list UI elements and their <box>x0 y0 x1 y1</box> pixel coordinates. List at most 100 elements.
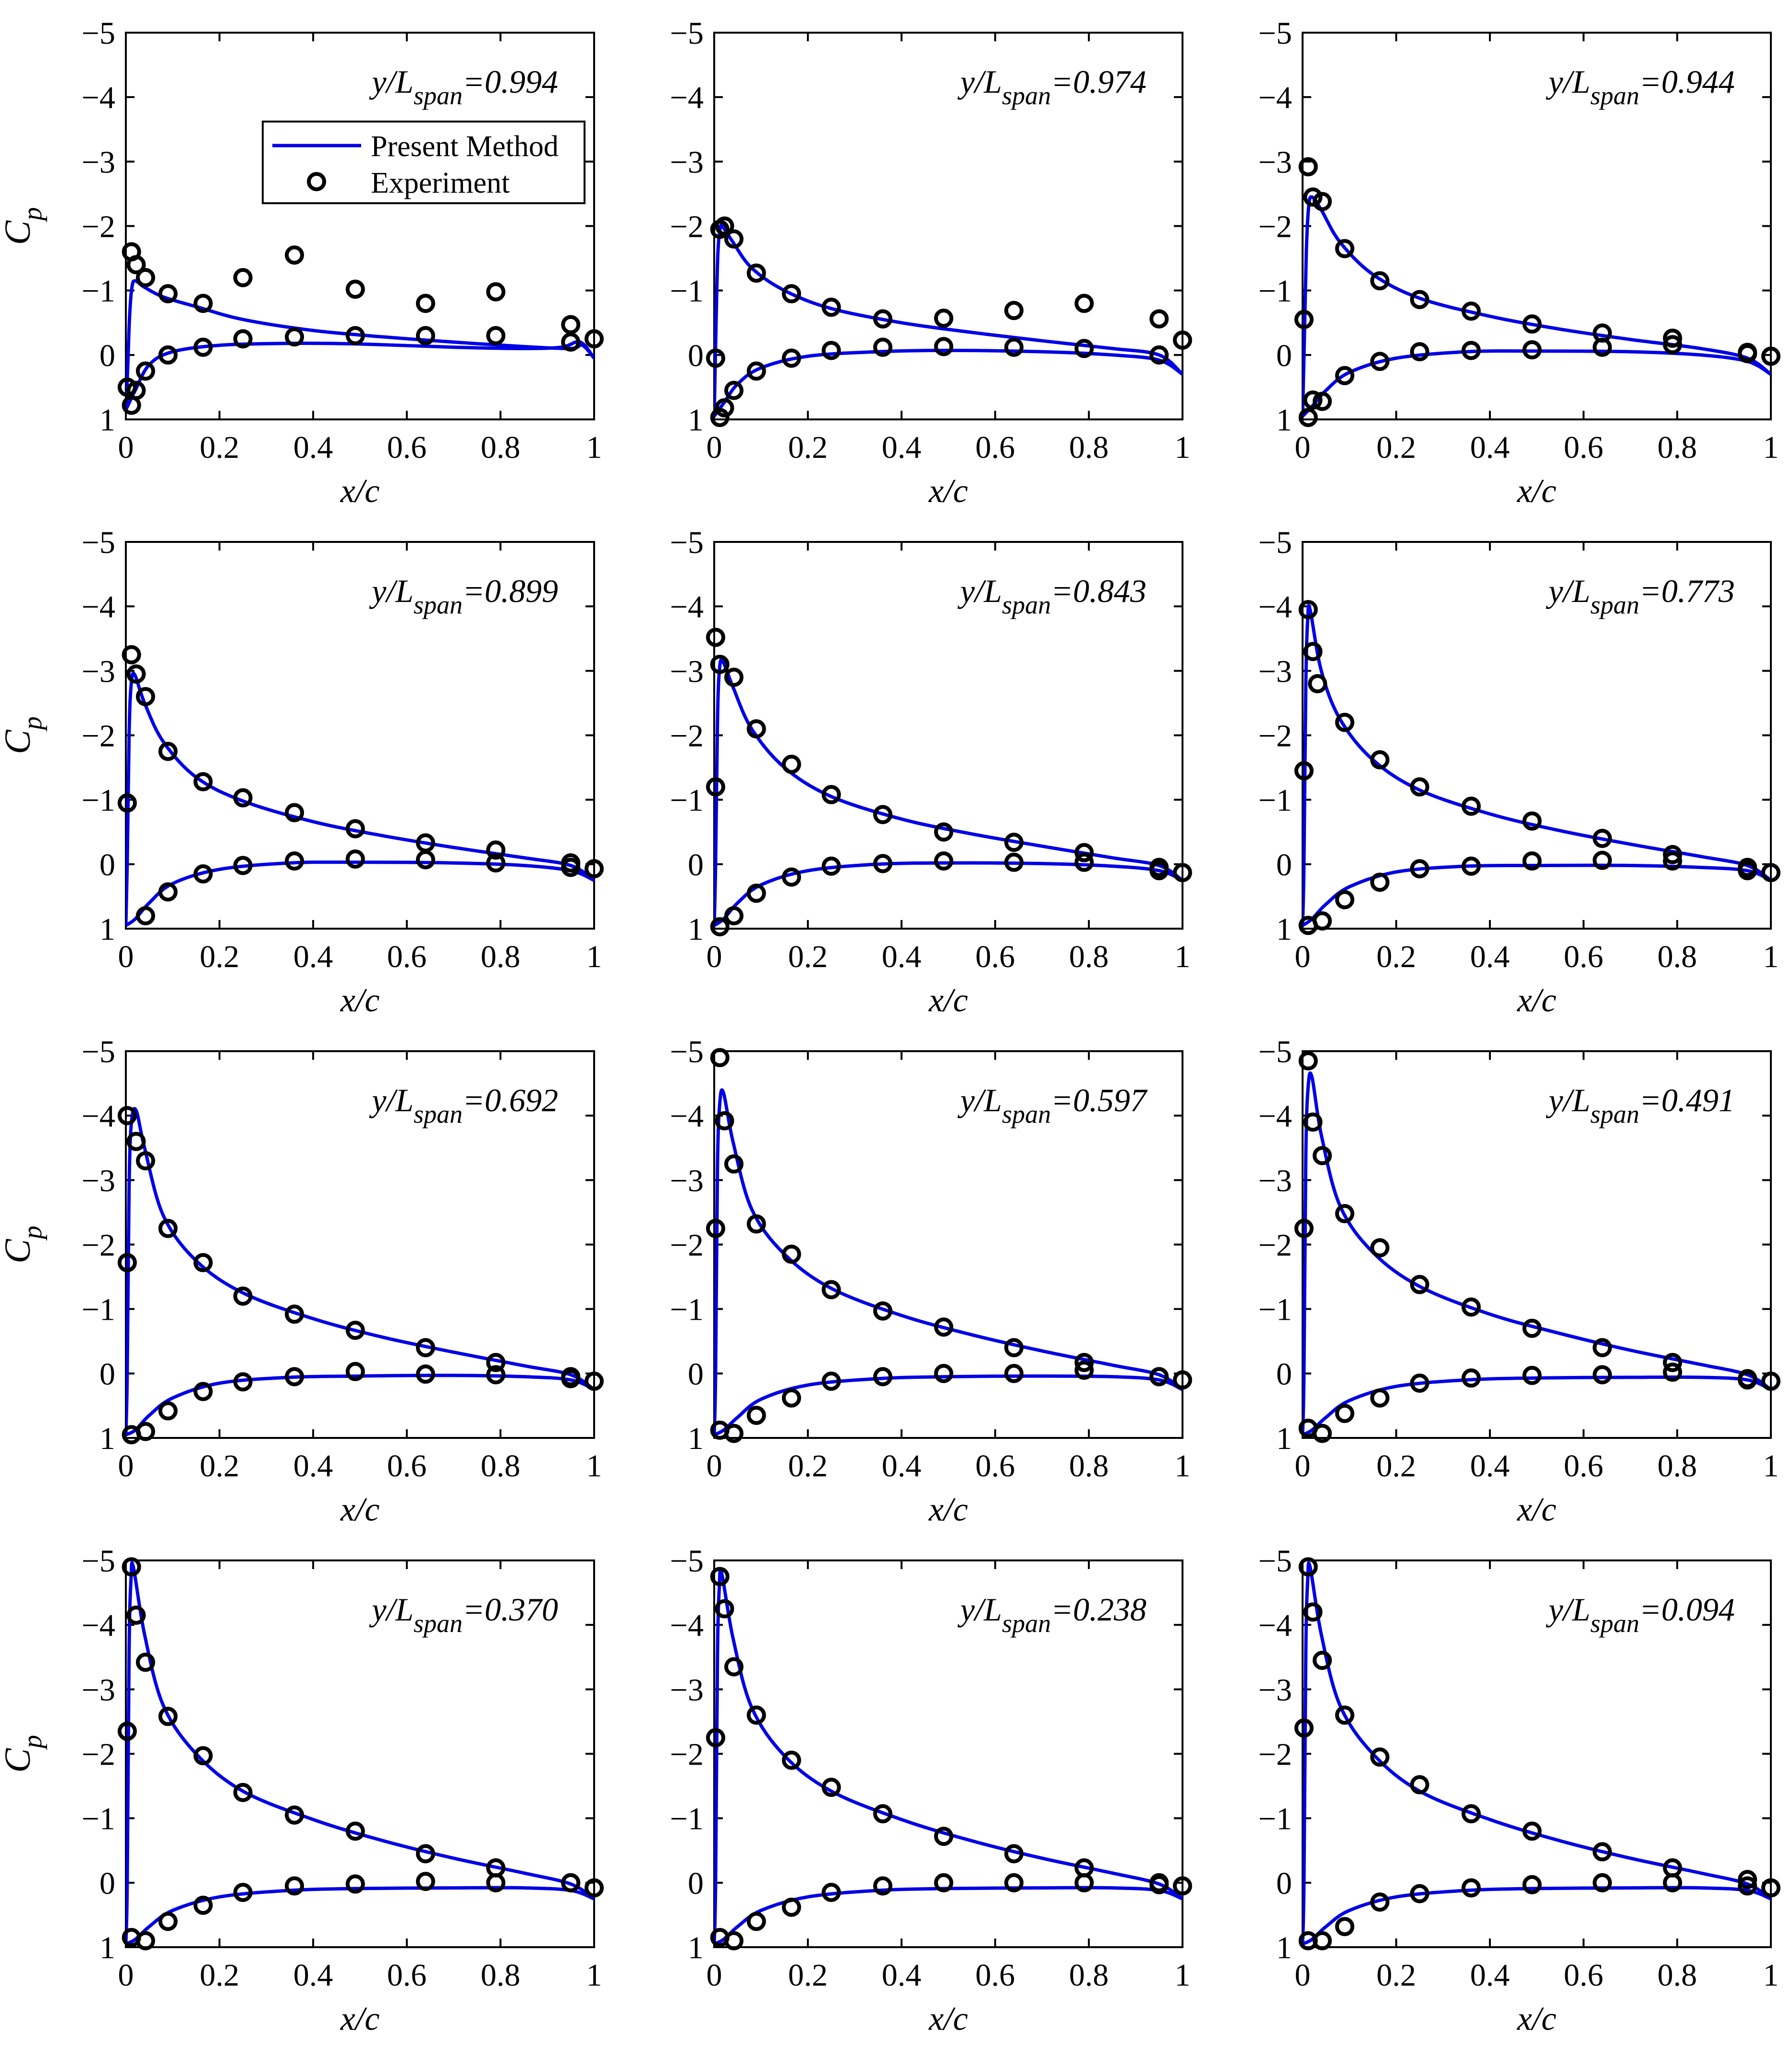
experiment-point <box>1593 1338 1612 1358</box>
x-tick-label: 0.6 <box>1564 430 1604 465</box>
experiment-point <box>724 380 744 400</box>
model-curve-lower <box>126 1374 594 1436</box>
experiment-point <box>934 822 953 842</box>
y-tick-label: 1 <box>688 1421 704 1456</box>
experiment-point <box>233 1882 253 1902</box>
y-tick-label: −1 <box>670 274 704 309</box>
x-axis-label: x/c <box>340 473 380 510</box>
x-tick-label: 0 <box>1295 939 1311 974</box>
experiment-series <box>117 1106 604 1445</box>
model-series <box>714 1568 1182 1946</box>
x-tick-label: 0.6 <box>975 430 1015 465</box>
experiment-point <box>158 1706 178 1726</box>
experiment-point <box>126 664 146 684</box>
x-tick-label: 0 <box>707 939 722 974</box>
x-tick-label: 1 <box>1175 1448 1191 1484</box>
experiment-point <box>1410 859 1429 879</box>
y-tick-label: −3 <box>1258 654 1292 689</box>
y-axis-label: Cp <box>0 1735 48 1773</box>
y-tick-label: −5 <box>1258 1544 1292 1579</box>
model-series <box>1303 195 1771 417</box>
experiment-point <box>873 1876 892 1896</box>
panel-span-label: y/Lspan=0.692 <box>369 1082 558 1129</box>
experiment-point <box>1298 1557 1318 1577</box>
y-tick-label: −5 <box>670 16 704 51</box>
y-tick-label: 0 <box>1276 847 1292 883</box>
experiment-point <box>585 859 604 879</box>
experiment-point <box>486 282 506 302</box>
experiment-point <box>345 326 365 345</box>
y-tick-label: −3 <box>1258 1672 1292 1707</box>
model-curve-upper <box>1303 195 1771 417</box>
model-series <box>126 672 594 927</box>
x-axis-label: x/c <box>1517 2001 1557 2037</box>
experiment-point <box>1410 1275 1429 1294</box>
panel-span-label: y/Lspan=0.899 <box>369 573 558 619</box>
experiment-point <box>135 361 155 381</box>
experiment-point <box>873 1367 892 1387</box>
y-tick-label: −2 <box>82 719 115 754</box>
y-tick-label: 0 <box>1276 1866 1292 1901</box>
experiment-point <box>193 294 213 313</box>
experiment-point <box>710 1567 730 1586</box>
experiment-point <box>1462 1804 1481 1824</box>
experiment-point <box>746 361 766 381</box>
experiment-point <box>135 906 155 926</box>
experiment-point <box>1462 1297 1481 1317</box>
experiment-point <box>1593 1842 1612 1862</box>
experiment-point <box>710 1048 730 1068</box>
x-tick-label: 0 <box>118 1448 134 1484</box>
experiment-point <box>1173 1876 1192 1896</box>
y-tick-label: −5 <box>1258 525 1292 560</box>
y-tick-label: −5 <box>82 16 115 51</box>
experiment-point <box>1308 674 1328 694</box>
experiment-point <box>934 308 953 328</box>
experiment-point <box>1462 856 1481 876</box>
experiment-point <box>416 1338 435 1358</box>
panel-span-label: y/Lspan=0.597 <box>957 1082 1148 1129</box>
x-tick-label: 0.4 <box>1470 430 1510 465</box>
x-tick-label: 0 <box>1295 430 1311 465</box>
x-tick-label: 1 <box>586 939 602 974</box>
experiment-point <box>710 917 730 936</box>
y-tick-label: 0 <box>688 1357 704 1392</box>
experiment-point <box>746 719 766 739</box>
x-axis-label: x/c <box>928 1491 968 1528</box>
legend-experiment-label: Experiment <box>371 167 510 199</box>
experiment-point <box>746 1706 766 1725</box>
experiment-point <box>233 329 253 349</box>
y-tick-label: −5 <box>82 1544 115 1579</box>
experiment-point <box>285 1367 304 1387</box>
y-tick-label: −3 <box>1258 145 1292 180</box>
experiment-point <box>1294 310 1314 330</box>
x-tick-label: 0.4 <box>293 430 333 465</box>
x-tick-label: 0.6 <box>387 1958 427 1993</box>
experiment-point <box>1761 863 1780 883</box>
experiment-point <box>135 687 155 706</box>
y-tick-label: −2 <box>1258 1228 1292 1263</box>
experiment-point <box>486 1873 506 1892</box>
experiment-point <box>706 1728 725 1747</box>
y-tick-label: 0 <box>99 1357 115 1392</box>
experiment-point <box>1298 600 1318 619</box>
x-tick-label: 0.6 <box>1564 1448 1604 1484</box>
y-tick-label: −3 <box>82 1672 115 1707</box>
y-tick-label: −5 <box>1258 16 1292 51</box>
panel-8: 0 0.2 0.4 0.6 0.8 1−5−4−3−2−101x/cy/Lspan=0.5… <box>670 1034 1192 1528</box>
experiment-point <box>158 284 178 304</box>
experiment-point <box>781 284 801 304</box>
experiment-point <box>1663 1873 1682 1892</box>
experiment-point <box>135 1151 155 1171</box>
y-tick-label: 0 <box>1276 338 1292 373</box>
experiment-point <box>345 819 365 839</box>
panel-12: 0 0.2 0.4 0.6 0.8 1−5−4−3−2−101x/cy/Lspan=0.0… <box>1258 1544 1780 2037</box>
experiment-point <box>1004 833 1024 852</box>
experiment-point <box>486 840 506 860</box>
experiment-point <box>1149 1367 1169 1387</box>
experiment-point <box>1593 829 1612 848</box>
experiment-point <box>1335 366 1354 385</box>
experiment-point <box>416 850 435 870</box>
experiment-point <box>285 1304 304 1324</box>
y-tick-label: −5 <box>670 1544 704 1579</box>
experiment-point <box>1738 1370 1757 1390</box>
